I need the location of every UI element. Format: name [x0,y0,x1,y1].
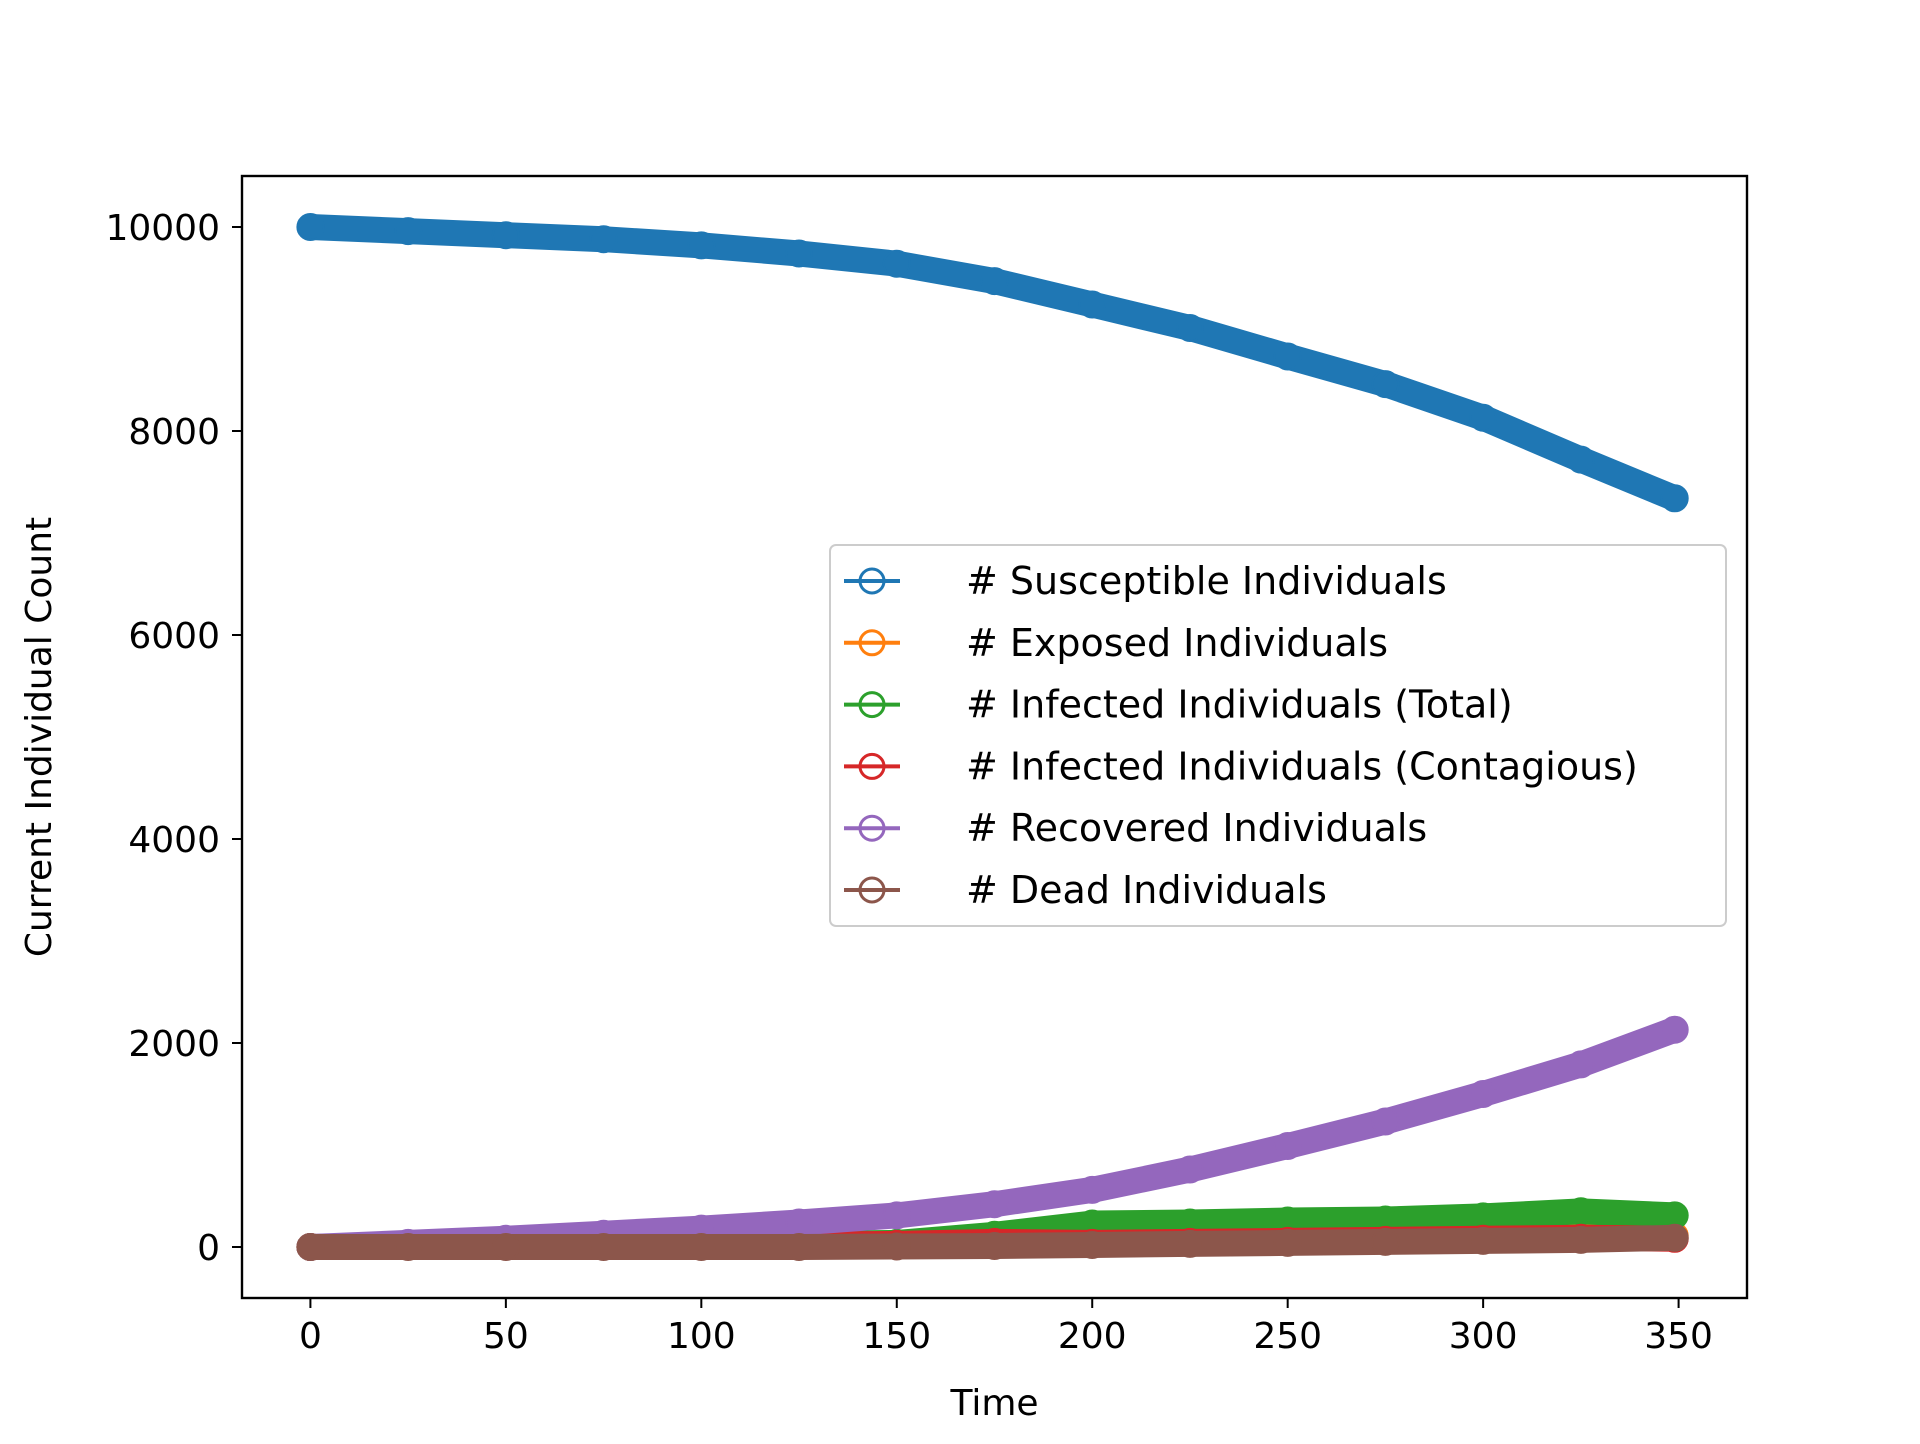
x-tick-label: 250 [1253,1316,1322,1357]
data-point [1176,1229,1204,1258]
data-point [1078,1175,1107,1204]
x-tick-label: 300 [1449,1316,1518,1357]
legend-label: # Recovered Individuals [966,806,1427,850]
data-point [1660,1015,1689,1044]
legend-entry: # Exposed Individuals [844,621,1388,665]
legend-entry: # Infected Individuals (Total) [844,683,1513,727]
data-point [296,1233,325,1261]
y-tick-label: 8000 [128,412,220,453]
data-point [687,231,716,260]
legend-label: # Dead Individuals [966,868,1327,912]
data-point [1660,1223,1689,1252]
legend-label: # Exposed Individuals [966,621,1388,665]
data-point [1078,290,1107,319]
series-6 [296,1223,1689,1261]
y-tick-label: 10000 [105,208,220,249]
data-point [1371,1227,1400,1256]
data-point [1176,314,1204,342]
data-point [882,1201,911,1230]
legend-swatch-marker [858,752,886,780]
x-tick-label: 100 [667,1316,736,1357]
data-point [785,1233,813,1261]
data-point [1273,342,1302,371]
legend-swatch-marker [858,814,886,842]
legend-entry: # Susceptible Individuals [844,559,1447,603]
data-point [1371,1107,1400,1136]
data-point [1078,1231,1107,1259]
legend-entry: # Dead Individuals [844,868,1327,912]
y-tick-label: 2000 [128,1024,220,1065]
data-point [1469,1080,1498,1108]
y-axis: 0 2000 4000 6000 8000 10000 [105,208,242,1269]
data-point [882,1232,911,1261]
y-tick-label: 4000 [128,820,220,861]
data-point [1566,1197,1595,1226]
data-point [980,267,1009,296]
x-tick-label: 200 [1058,1316,1127,1357]
data-point [491,221,520,250]
legend-swatch-marker [858,629,886,657]
data-point [882,249,911,278]
legend-entry: # Infected Individuals (Contagious) [844,744,1638,788]
x-tick-label: 50 [483,1316,529,1357]
data-point [589,1233,618,1261]
data-point [1176,1155,1204,1184]
legend-swatch-marker [858,691,886,719]
series-1 [296,213,1689,513]
data-point [296,213,325,241]
data-point [785,239,813,268]
data-point [785,1208,813,1237]
legend-box [829,544,1727,927]
data-point [687,1233,716,1261]
y-tick-label: 0 [197,1228,220,1269]
legend-label: # Infected Individuals (Total) [966,683,1513,727]
data-point [1273,1228,1302,1257]
x-axis: 0 50 100 150 200 250 300 350 [299,1298,1713,1357]
x-tick-label: 350 [1644,1316,1713,1357]
legend-label: # Infected Individuals (Contagious) [966,744,1638,788]
x-tick-label: 0 [299,1316,322,1357]
y-tick-label: 6000 [128,616,220,657]
data-point [1566,1225,1595,1254]
y-axis-label: Current Individual Count [19,517,60,957]
data-point [1566,445,1595,474]
data-point [1469,403,1498,432]
x-axis-label: Time [949,1383,1038,1424]
legend-entry: # Recovered Individuals [844,806,1427,850]
data-point [394,1233,423,1261]
data-point [1566,1050,1595,1079]
plot-frame [240,174,1749,1300]
data-point [980,1190,1009,1219]
series-layer [296,213,1689,1261]
data-point [394,217,423,246]
legend-label: # Susceptible Individuals [966,559,1447,603]
data-point [1660,484,1689,513]
x-tick-label: 150 [862,1316,931,1357]
data-point [491,1233,520,1261]
data-point [1273,1132,1302,1160]
legend-swatch-marker [858,567,886,595]
data-point [1469,1226,1498,1255]
data-point [589,225,618,254]
legend: # Susceptible Individuals # Exposed Indiv… [829,544,1727,927]
data-point [1371,370,1400,399]
data-point [980,1232,1009,1260]
legend-swatch-marker [858,876,886,904]
